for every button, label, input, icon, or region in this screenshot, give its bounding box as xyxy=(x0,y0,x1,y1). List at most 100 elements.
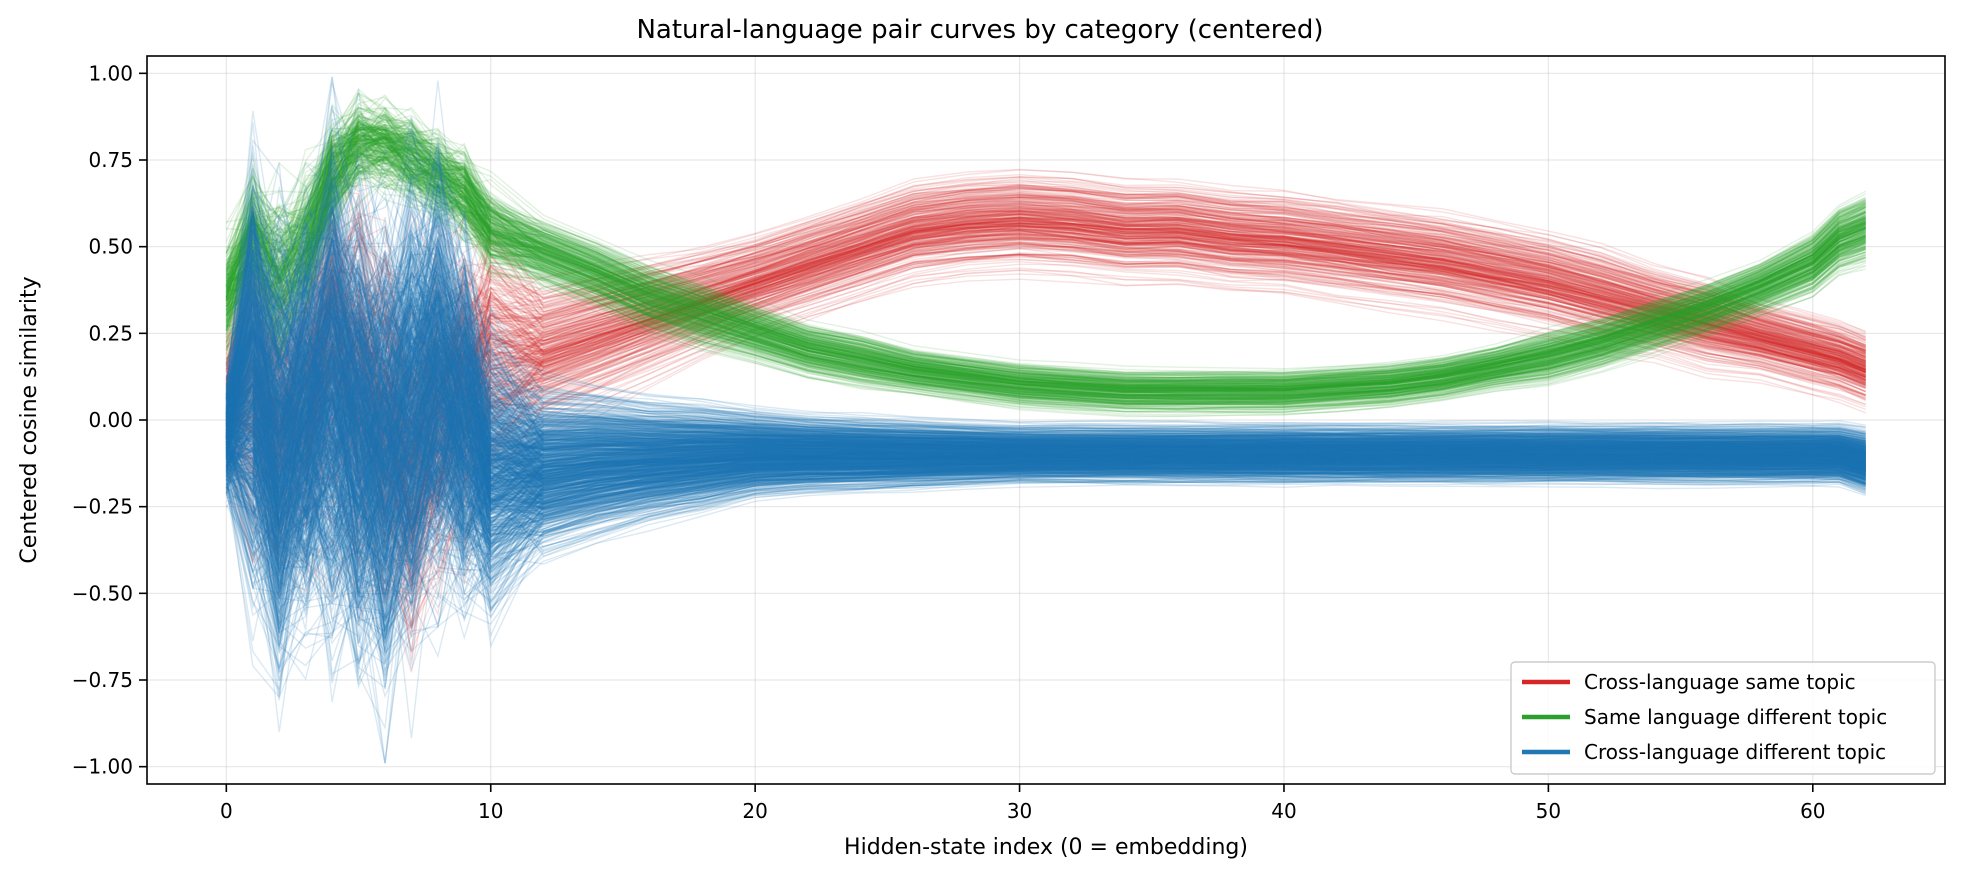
curve-area xyxy=(225,76,1867,764)
series-curve xyxy=(225,130,1866,390)
series-curve xyxy=(225,196,1866,410)
series-curve xyxy=(225,270,1866,467)
series-curve xyxy=(225,125,1866,384)
series-curve xyxy=(225,129,1866,385)
series-curve xyxy=(225,225,1866,476)
series-curve xyxy=(225,132,1867,390)
series-curve xyxy=(225,141,1866,401)
series-curve xyxy=(225,201,1866,442)
series-curve xyxy=(225,334,1866,508)
series-curve xyxy=(225,217,1866,565)
series-curve xyxy=(225,208,1866,460)
series-curve xyxy=(225,170,1866,416)
series-curve xyxy=(225,205,1866,430)
series-curve xyxy=(225,253,1866,620)
series-curve xyxy=(225,216,1866,547)
series-curve xyxy=(225,117,1866,391)
series-curve xyxy=(226,155,1866,405)
series-curve xyxy=(225,198,1866,403)
series-curve xyxy=(225,368,1866,527)
series-curve xyxy=(226,203,1866,436)
series-curve xyxy=(225,114,1866,390)
series-curve xyxy=(225,135,1866,385)
series-curve xyxy=(226,203,1866,486)
series-curve xyxy=(225,233,1866,519)
y-axis-label: Centered cosine similarity xyxy=(17,276,42,563)
series-curve xyxy=(225,134,1866,384)
series-curve xyxy=(225,251,1866,498)
series-curve xyxy=(225,128,1867,390)
series-curve xyxy=(225,191,1866,421)
legend-label: Same language different topic xyxy=(1584,705,1887,729)
series-curve xyxy=(226,118,1866,391)
series-curve xyxy=(225,162,1866,403)
series-curve xyxy=(225,275,1866,533)
series-curve xyxy=(226,156,1866,402)
series-curve xyxy=(226,197,1866,476)
series-curve xyxy=(226,236,1867,520)
series-curve xyxy=(226,294,1866,516)
series-curve xyxy=(226,219,1867,515)
series-curve xyxy=(226,412,1866,669)
series-curve xyxy=(225,225,1866,543)
series-curve xyxy=(225,139,1866,391)
series-curve xyxy=(225,231,1866,466)
series-curve xyxy=(225,211,1866,500)
series-curve xyxy=(225,176,1866,406)
series-curve xyxy=(225,144,1866,404)
series-curve xyxy=(226,426,1866,644)
series-curve xyxy=(225,213,1866,472)
series-curve xyxy=(225,210,1866,464)
series-curve xyxy=(225,147,1866,393)
series-curve xyxy=(225,399,1866,586)
series-curve xyxy=(225,318,1866,526)
series-curve xyxy=(225,237,1866,551)
series-curve xyxy=(225,195,1866,471)
series-curve xyxy=(225,153,1866,403)
series-curve xyxy=(226,242,1866,548)
series-curve xyxy=(225,209,1866,502)
x-tick-label: 10 xyxy=(478,799,503,823)
series-curve xyxy=(225,196,1866,386)
series-curve xyxy=(225,115,1866,385)
series-curve xyxy=(225,206,1866,477)
series-curve xyxy=(225,204,1866,453)
series-curve xyxy=(225,279,1866,467)
series-curve xyxy=(225,236,1866,591)
series-curve xyxy=(226,204,1866,421)
series-curve xyxy=(225,134,1866,342)
series-curve xyxy=(225,255,1866,583)
series-curve xyxy=(225,187,1866,385)
series-curve xyxy=(226,237,1866,542)
series-curve xyxy=(226,228,1866,496)
series-curve xyxy=(225,125,1866,393)
series-curve xyxy=(225,124,1866,392)
series-curve xyxy=(226,236,1867,567)
series-curve xyxy=(225,220,1866,503)
x-tick-label: 50 xyxy=(1536,799,1561,823)
series-curve xyxy=(225,135,1866,398)
series-curve xyxy=(226,217,1866,516)
series-curve xyxy=(225,114,1866,388)
series-curve xyxy=(225,233,1866,586)
series-curve xyxy=(225,209,1866,509)
series-curve xyxy=(225,163,1866,413)
series-curve xyxy=(225,219,1866,559)
series-curve xyxy=(225,242,1866,653)
series-curve xyxy=(225,216,1866,470)
series-curve xyxy=(225,128,1866,381)
series-curve xyxy=(225,177,1866,371)
series-curve xyxy=(226,235,1866,525)
series-curve xyxy=(225,286,1866,481)
series-curve xyxy=(225,93,1866,382)
series-curve xyxy=(225,121,1867,387)
series-curve xyxy=(225,193,1866,384)
series-curve xyxy=(225,139,1866,399)
series-curve xyxy=(225,148,1866,402)
series-curve xyxy=(225,146,1866,407)
series-curve xyxy=(225,242,1866,587)
series-curve xyxy=(225,135,1867,383)
series-curve xyxy=(225,315,1866,612)
series-curve xyxy=(225,229,1866,524)
series-curve xyxy=(225,140,1866,396)
